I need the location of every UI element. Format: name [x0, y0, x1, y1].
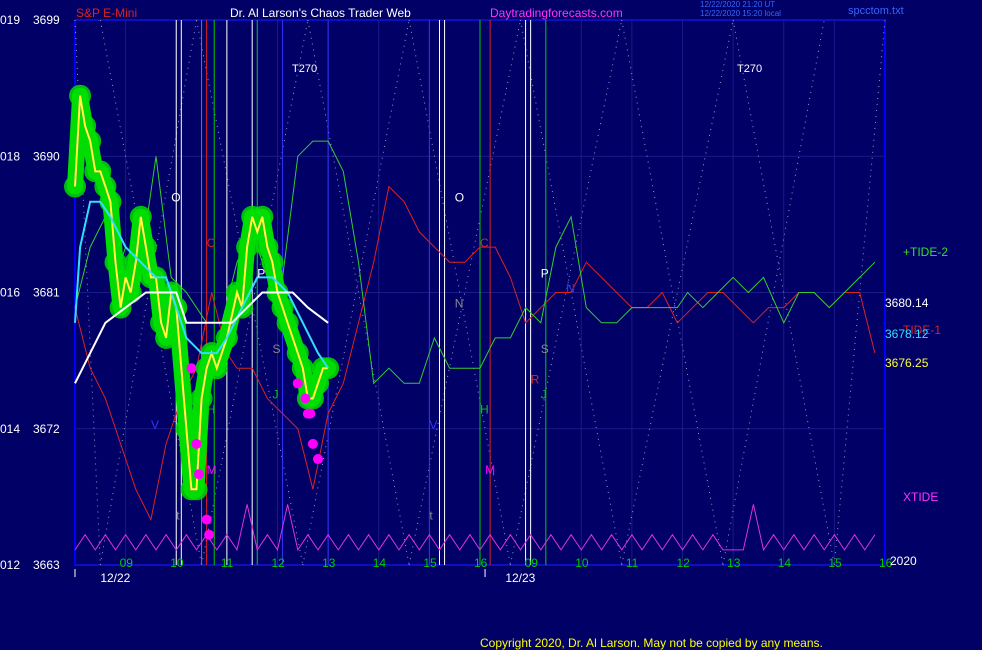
xtide-line: [74, 504, 876, 552]
event-marker-label: M: [207, 463, 217, 477]
signal-dot: [313, 454, 323, 465]
signal-dot: [305, 408, 316, 419]
x-hour-tick: 10: [575, 556, 589, 570]
x-hour-tick: 15: [828, 556, 842, 570]
x-hour-tick: 09: [525, 556, 539, 570]
y-tick-prefix: 019: [0, 13, 20, 27]
y-tick-prefix: 012: [0, 558, 20, 572]
event-marker-label: J: [272, 387, 278, 401]
event-marker-label: S: [541, 342, 549, 356]
y-tick-label: 3690: [33, 149, 60, 163]
price-label-last: 3676.25: [885, 356, 929, 370]
legend-tide1: TIDE-1: [903, 323, 942, 337]
chart-axes: 019 3699 018 3690 016 3681 014 3672 012 3663 09 10 1…: [0, 13, 917, 585]
event-marker-label: O: [455, 191, 464, 205]
x-hour-tick: 10: [170, 556, 184, 570]
signal-dot: [204, 529, 215, 540]
y-tick-label: 3672: [33, 422, 60, 436]
tide1-line: [74, 185, 876, 522]
signal-dot: [292, 378, 303, 389]
x-hour-tick: 12: [677, 556, 691, 570]
timestamp-ut: 12/22/2020 21:20 UT: [700, 0, 776, 9]
event-marker-label: O: [171, 191, 180, 205]
price-label-upper-ma: 3680.14: [885, 296, 929, 310]
x-hour-tick: 13: [727, 556, 741, 570]
event-marker-label: M: [485, 463, 495, 477]
signal-dot: [191, 438, 202, 449]
event-marker-label: t: [429, 509, 433, 523]
event-marker-label: C: [480, 236, 489, 250]
t270-marker-right: T270: [737, 63, 763, 75]
y-tick-prefix: 016: [0, 286, 20, 300]
date-label: 12/22: [100, 571, 130, 585]
instrument-label: S&P E-Mini: [76, 6, 138, 20]
event-marker-label: S: [272, 342, 280, 356]
y-tick-label: 3681: [33, 286, 60, 300]
data-file-label: spcctom.txt: [848, 5, 904, 17]
timestamp-local: 12/22/2020 15:20 local: [700, 9, 781, 18]
series-layer: [64, 84, 876, 552]
x-hour-tick: 12: [272, 556, 286, 570]
cycle-dotted-line: [833, 19, 886, 566]
event-marker-label: J: [541, 387, 547, 401]
x-hour-tick: 13: [322, 556, 336, 570]
event-marker-label: R: [531, 372, 540, 386]
cycle-dotted-line: [302, 19, 410, 566]
event-marker-label: V: [429, 418, 437, 432]
event-marker-label: P: [541, 266, 549, 280]
x-hour-tick: 14: [778, 556, 792, 570]
x-hour-tick: 15: [423, 556, 437, 570]
signal-dot: [300, 393, 311, 404]
y-tick-prefix: 018: [0, 149, 20, 163]
copyright-notice: Copyright 2020, Dr. Al Larson. May not b…: [480, 636, 823, 650]
cycle-dotted-line: [196, 19, 304, 566]
x-hour-tick: 09: [120, 556, 134, 570]
legend-tide2: +TIDE-2: [903, 245, 949, 259]
site-link[interactable]: Daytradingforecasts.com: [490, 6, 623, 20]
chart-grid: [74, 19, 886, 566]
legend-xtide: XTIDE: [903, 490, 939, 504]
x-hour-tick: 11: [626, 556, 639, 570]
event-marker-label: H: [207, 403, 216, 417]
y-tick-prefix: 014: [0, 422, 20, 436]
y-tick-label: 3699: [33, 13, 60, 27]
price-line-yellow: [74, 95, 329, 491]
signal-dot: [186, 363, 197, 374]
cycle-dotted-line: [201, 19, 309, 566]
event-marker-label: N: [455, 297, 464, 311]
event-marker-label: V: [151, 418, 159, 432]
price-label-lower-ma: 3678.12: [885, 327, 929, 341]
date-label: 12/23: [505, 571, 535, 585]
x-hour-tick: 16: [879, 556, 893, 570]
moving-average-white: [74, 291, 329, 384]
tide2-line: [74, 140, 876, 385]
year-label: 2020: [890, 554, 917, 568]
event-marker-label: C: [207, 236, 216, 250]
signal-dot: [194, 469, 205, 480]
signal-dot: [201, 514, 212, 525]
moving-average-cyan: [74, 200, 329, 369]
event-marker-label: H: [480, 403, 489, 417]
event-marker-label: N: [566, 282, 575, 296]
chart-title: Dr. Al Larson's Chaos Trader Web: [230, 6, 411, 20]
signal-dot: [307, 438, 318, 449]
x-hour-tick: 16: [474, 556, 488, 570]
y-tick-label: 3663: [33, 558, 60, 572]
t270-marker-left: T270: [292, 63, 318, 75]
event-marker-label: P: [257, 266, 265, 280]
event-marker-label: t: [176, 509, 180, 523]
x-hour-tick: 14: [373, 556, 387, 570]
x-hour-tick: 11: [221, 556, 234, 570]
